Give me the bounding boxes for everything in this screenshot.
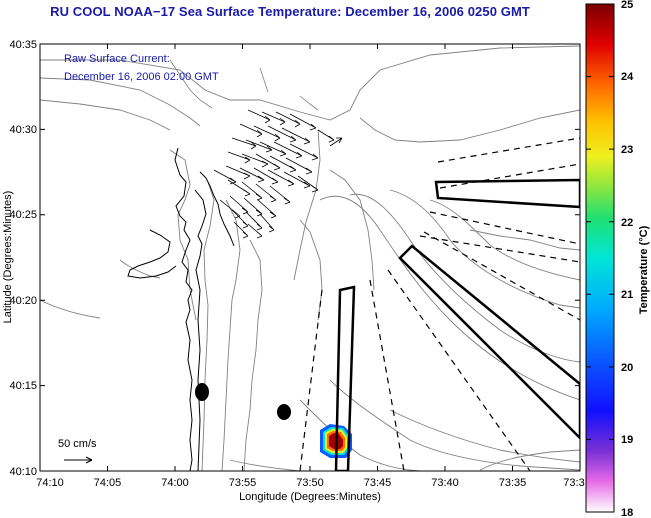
bathymetry-contours	[40, 45, 580, 471]
scale-vector	[64, 456, 93, 464]
colorbar-ticks	[586, 76, 614, 440]
x-tick-label: 73:50	[296, 477, 324, 489]
y-tick-label: 40:15	[9, 380, 37, 392]
scale-label: 50 cm/s	[58, 438, 97, 450]
x-axis-label: Longitude (Degrees:Minutes)	[239, 491, 381, 503]
map-title: RU COOL NOAA−17 Sea Surface Temperature:…	[50, 4, 530, 19]
survey-boxes	[334, 178, 580, 471]
colorbar-tick-label: 21	[621, 289, 633, 301]
y-tick-labels: 40:35 40:30 40:25 40:20 40:15 40:10	[9, 39, 37, 478]
plot-area	[40, 44, 580, 471]
y-tick-label: 40:25	[9, 209, 37, 221]
x-tick-label: 73:35	[499, 477, 527, 489]
x-tick-label: 73:3	[563, 477, 584, 489]
colorbar	[585, 3, 615, 513]
y-tick-marks	[40, 43, 580, 472]
colorbar-tick-label: 25	[621, 0, 633, 11]
x-tick-marks	[39, 44, 581, 471]
coastline	[127, 147, 235, 471]
x-tick-label: 74:00	[161, 477, 189, 489]
x-tick-label: 74:10	[36, 477, 64, 489]
y-tick-label: 40:30	[9, 124, 37, 136]
radial-lines	[299, 137, 580, 471]
x-tick-label: 73:55	[229, 477, 257, 489]
y-tick-label: 40:35	[9, 39, 37, 51]
colorbar-tick-label: 22	[621, 217, 633, 229]
colorbar-tick-labels: 25 24 23 22 21 20 19 18	[621, 0, 634, 518]
y-tick-label: 40:10	[9, 466, 37, 478]
x-tick-label: 73:45	[364, 477, 392, 489]
colorbar-tick-label: 18	[621, 507, 633, 518]
annotation-line-1: Raw Surface Current:	[64, 53, 170, 65]
y-tick-label: 40:20	[9, 295, 37, 307]
colorbar-tick-label: 24	[621, 71, 634, 83]
annotation-line-2: December 16, 2006 02:00 GMT	[64, 71, 219, 83]
station-marker	[195, 383, 209, 401]
colorbar-tick-label: 23	[621, 144, 633, 156]
x-tick-label: 73:40	[431, 477, 459, 489]
colorbar-tick-label: 19	[621, 434, 633, 446]
colorbar-label: Temperature (°C)	[638, 225, 650, 314]
station-marker	[277, 404, 291, 420]
surface-current-vectors	[213, 109, 343, 239]
x-tick-labels: 74:10 74:05 74:00 73:55 73:50 73:45 73:4…	[36, 477, 584, 489]
y-axis-label: Latitude (Degrees:Minutes)	[2, 191, 14, 324]
x-tick-label: 74:05	[94, 477, 122, 489]
colorbar-tick-label: 20	[621, 362, 633, 374]
